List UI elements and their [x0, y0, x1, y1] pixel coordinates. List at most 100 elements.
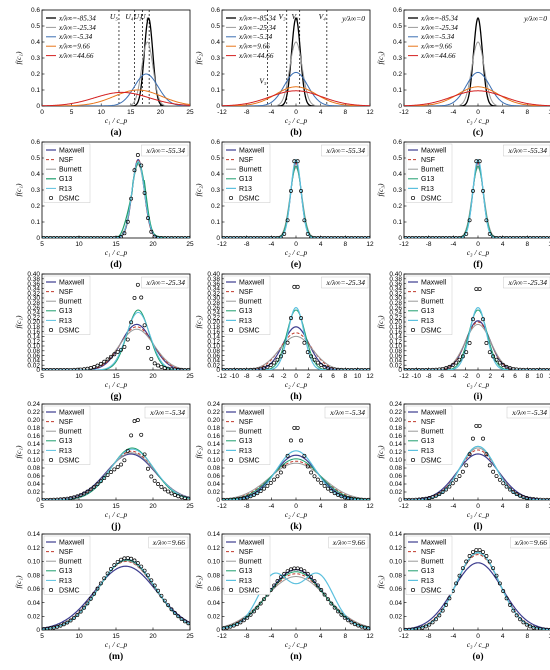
series-line-r13	[42, 311, 190, 370]
y-tick-label: 0.3	[31, 187, 40, 194]
data-point	[112, 467, 117, 472]
data-point	[464, 559, 469, 564]
legend-marker	[48, 195, 54, 201]
y-tick-label: 0.02	[389, 613, 402, 620]
series-dsmc-markers	[222, 566, 370, 630]
y-axis-label: f(c₂)	[194, 445, 203, 459]
data-point	[51, 625, 56, 630]
y-tick-label: 0.34	[389, 286, 402, 293]
data-point	[484, 554, 489, 558]
data-point	[282, 464, 287, 469]
panel-j: 00.020.040.060.080.100.120.140.160.180.2…	[14, 401, 194, 532]
series-line-g13	[222, 571, 370, 629]
y-tick-label: 0.18	[389, 425, 402, 432]
x-axis-label: c₁ / c_p	[105, 510, 128, 519]
y-axis-label: f(c₃)	[376, 315, 385, 329]
data-point	[531, 625, 536, 630]
series-group	[42, 556, 190, 630]
x-tick-label: 8	[344, 241, 348, 248]
data-point	[61, 622, 66, 627]
legend-marker	[48, 587, 54, 593]
x-tick-label: -12	[217, 373, 227, 380]
data-point	[299, 438, 303, 443]
data-point	[109, 566, 113, 571]
legend-item: DSMC	[48, 587, 80, 594]
legend-item: Maxwell	[226, 279, 265, 286]
legend-box	[43, 275, 91, 335]
legend-label: Burnett	[59, 429, 82, 436]
legend-item: NSF	[408, 289, 435, 296]
data-point	[467, 452, 472, 457]
x-tick-label: -12	[217, 503, 227, 510]
data-point	[454, 477, 459, 482]
y-tick-label: 0.06	[207, 473, 220, 480]
legend-item: DSMC	[48, 457, 80, 464]
x-tick-label: 4	[319, 109, 323, 116]
x-axis-label: c₁ / c_p	[105, 380, 128, 389]
data-point	[146, 573, 150, 578]
legend-label: DSMC	[239, 195, 260, 202]
y-tick-label: 0.12	[389, 338, 402, 345]
data-point	[132, 295, 137, 300]
y-axis-label: f(c₂)	[194, 575, 203, 589]
x-tick-label: -4	[268, 241, 274, 248]
legend-label: NSF	[421, 157, 435, 164]
legend-label: G13	[59, 176, 72, 183]
y-tick-label: 0.02	[389, 489, 402, 496]
legend-label: DSMC	[59, 195, 80, 202]
y-tick-label: 0.14	[389, 441, 402, 448]
y-tick-label: 0.04	[207, 358, 220, 365]
legend-label: x/λ∞=-25.34	[238, 24, 276, 32]
x-tick-label: -4	[450, 109, 456, 116]
legend: Maxwell NSF Burnett G13 R13 DSMC	[43, 535, 91, 595]
legend-box	[223, 275, 271, 335]
annotation-box	[141, 144, 189, 157]
x-tick-label: 12	[366, 633, 374, 640]
y-tick-label: 0.08	[207, 465, 220, 472]
y-tick-label: 0.10	[389, 559, 402, 566]
y-tick-label: 0.10	[207, 457, 220, 464]
data-point	[322, 592, 327, 597]
legend-item: x/λ∞=9.66	[46, 43, 90, 51]
y-tick-label: 0.6	[31, 7, 40, 14]
legend-item: DSMC	[228, 195, 260, 202]
series-line-g13	[222, 309, 370, 370]
data-point	[78, 609, 83, 614]
data-point	[92, 365, 97, 369]
data-point	[166, 603, 171, 608]
legend-label: G13	[421, 438, 434, 445]
data-point	[268, 363, 273, 368]
data-point	[82, 605, 86, 610]
series-line-maxwell	[404, 453, 550, 500]
series-line-r13	[222, 306, 370, 370]
x-tick-label: 8	[344, 633, 348, 640]
legend-item: DSMC	[410, 587, 442, 594]
x-tick-label: 0	[294, 373, 298, 380]
panel-label: (j)	[111, 521, 121, 532]
data-point	[278, 354, 283, 359]
data-point	[275, 579, 280, 584]
y-tick-label: 0.40	[207, 271, 220, 278]
data-point	[339, 612, 344, 617]
series-dsmc-markers	[222, 425, 370, 500]
legend-item: R13	[46, 318, 72, 325]
y-tick-label: 0.14	[389, 334, 402, 341]
data-point	[162, 487, 167, 492]
series-line-x966	[42, 89, 190, 106]
y-tick-label: 0.38	[207, 276, 220, 283]
data-point	[125, 337, 130, 342]
data-point	[159, 593, 164, 598]
data-point	[146, 466, 150, 471]
x-tick-label: -12	[399, 633, 409, 640]
legend-item: x/λ∞=-85.34	[226, 14, 276, 22]
data-point	[258, 489, 263, 494]
legend-item: x/λ∞=-25.34	[226, 24, 276, 32]
legend-label: Burnett	[59, 559, 82, 566]
legend-item: NSF	[408, 157, 435, 164]
data-point	[85, 489, 90, 494]
y-tick-label: 0.16	[27, 433, 40, 440]
series-dsmc-markers	[42, 152, 190, 238]
y-tick-label: 0.36	[389, 281, 402, 288]
series-line-x2534	[42, 41, 190, 106]
